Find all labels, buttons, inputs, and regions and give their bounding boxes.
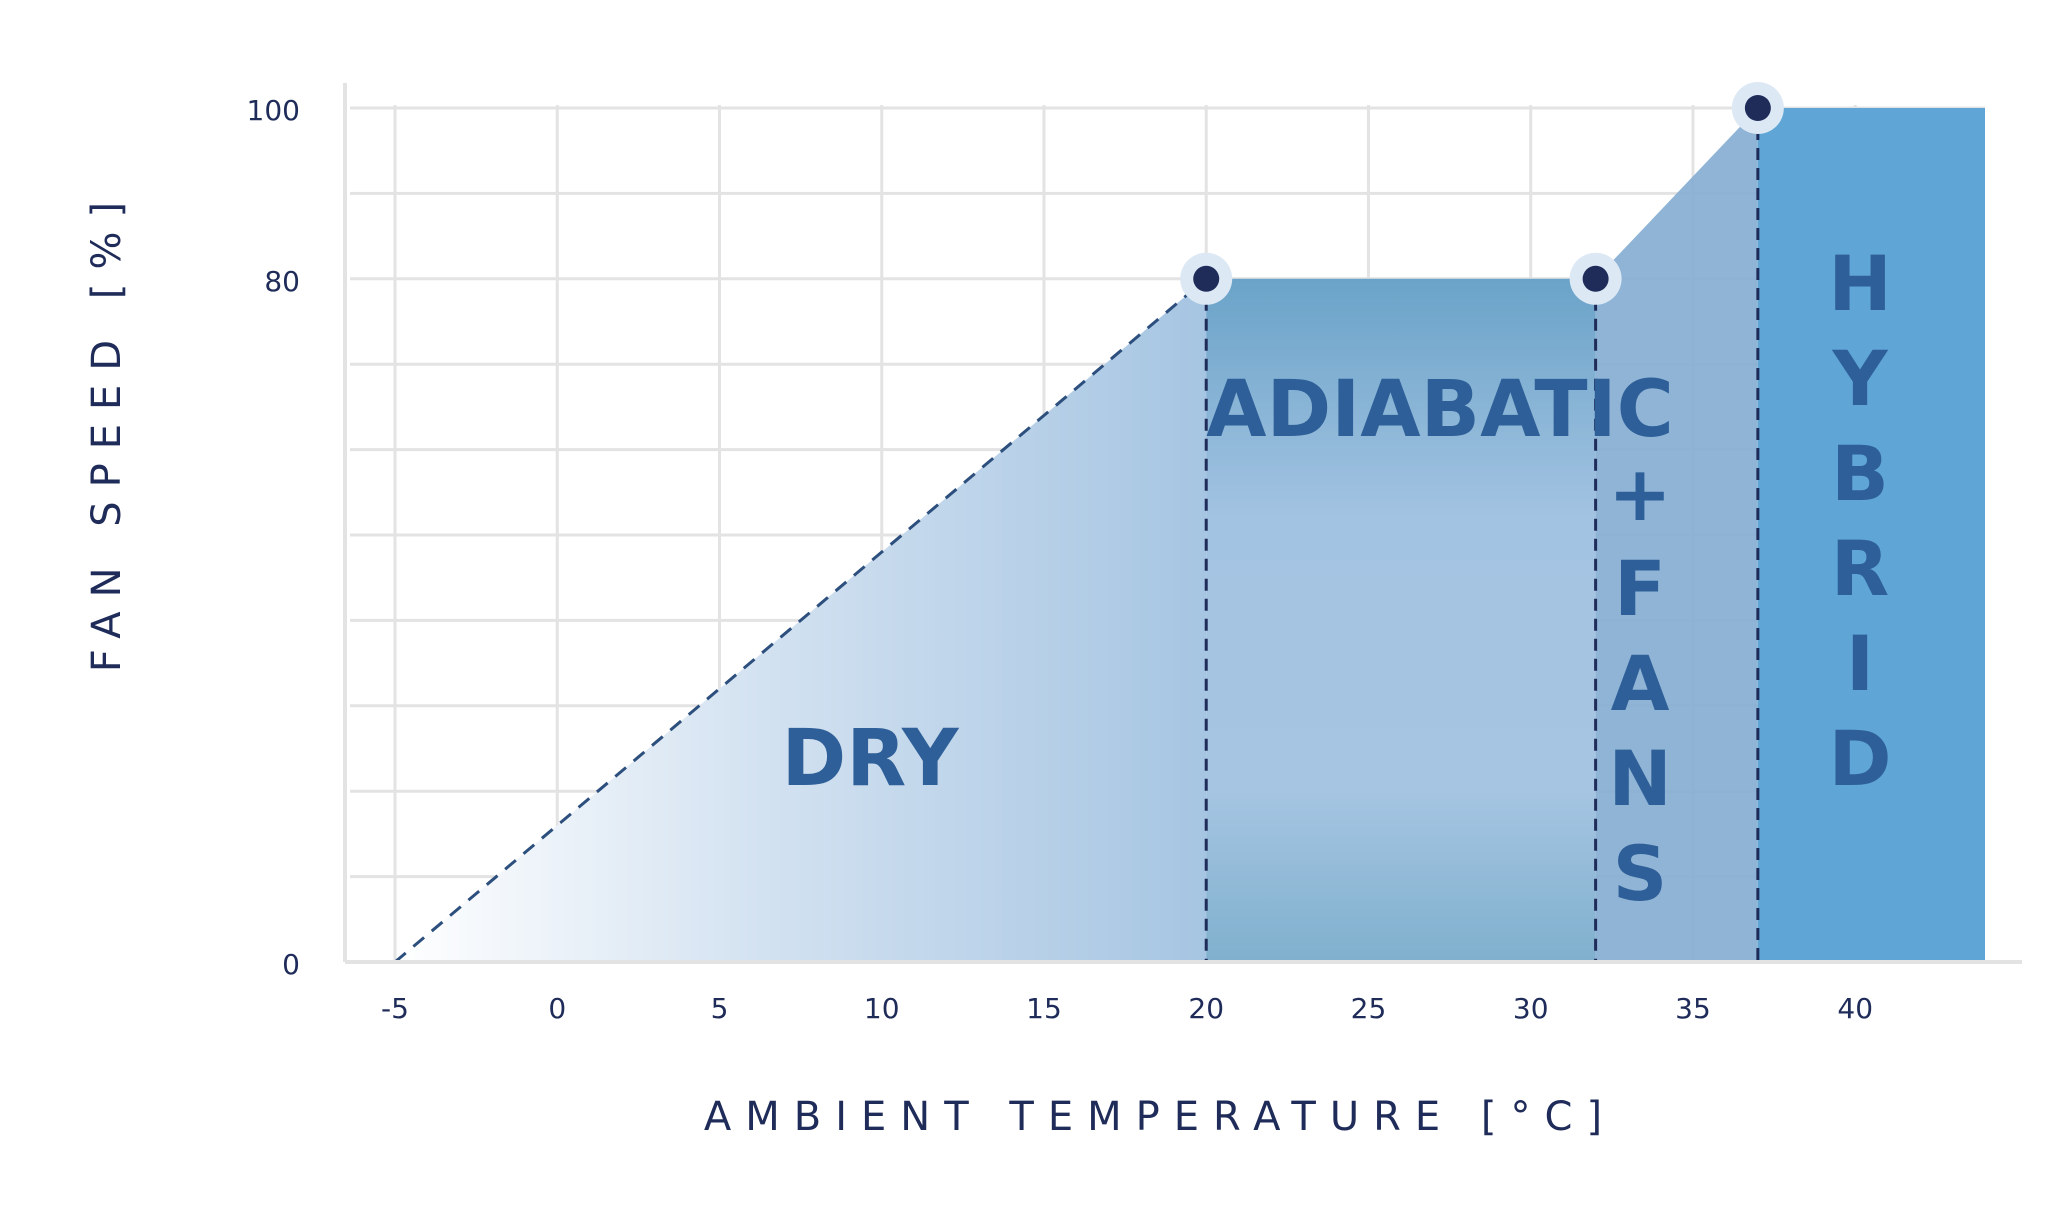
axes <box>343 83 2022 964</box>
zone-label-dry: DRY <box>781 714 960 804</box>
y-axis-title: FAN SPEED [%] <box>84 188 130 672</box>
tick-labels: -5 0 5 10 15 20 25 30 35 40 0 80 100 <box>247 94 1873 1025</box>
breakpoint-marker <box>1744 95 1771 121</box>
y-tick-label: 0 <box>282 948 300 981</box>
breakpoint-markers <box>1180 82 1784 305</box>
zone-area-hybrid <box>1757 108 1985 962</box>
x-tick-label: 30 <box>1513 992 1549 1025</box>
zone-area-fans <box>1595 108 1758 962</box>
x-axis-title: AMBIENT TEMPERATURE [°C] <box>704 1094 1616 1140</box>
zone-label-hybrid-letter: R <box>1831 524 1890 613</box>
breakpoint-marker <box>1582 265 1609 292</box>
series-line <box>394 277 1208 964</box>
zone-label-fans-letter: + <box>1608 449 1672 538</box>
x-tick-label: 40 <box>1837 992 1873 1025</box>
zone-label-fans-letter: F <box>1614 544 1666 633</box>
x-tick-label: 20 <box>1188 992 1224 1025</box>
x-tick-label: -5 <box>381 992 409 1025</box>
zone-label-adiabatic: ADIABATIC <box>1206 365 1674 455</box>
zone-label-hybrid-letter: I <box>1846 619 1874 708</box>
zone-label-hybrid-letter: D <box>1828 714 1891 803</box>
x-tick-label: 5 <box>711 992 729 1025</box>
dashed-lines <box>394 108 1760 964</box>
zone-label-hybrid-letter: H <box>1828 239 1892 328</box>
y-tick-label: 80 <box>264 265 300 298</box>
zone-label-fans-letter: A <box>1611 639 1670 728</box>
x-tick-label: 15 <box>1026 992 1062 1025</box>
zone-label-fans-letter: N <box>1608 734 1672 823</box>
x-tick-label: 0 <box>548 992 566 1025</box>
zone-label-fans-letter: S <box>1613 829 1668 918</box>
x-tick-label: 10 <box>864 992 900 1025</box>
breakpoint-marker <box>1193 265 1220 292</box>
zone-area-adiabatic <box>1206 278 1596 962</box>
x-tick-label: 35 <box>1675 992 1711 1025</box>
zone-label-hybrid-letter: Y <box>1831 334 1888 423</box>
x-tick-label: 25 <box>1351 992 1387 1025</box>
y-tick-label: 100 <box>247 94 300 127</box>
zone-label-hybrid-letter: B <box>1831 429 1889 518</box>
